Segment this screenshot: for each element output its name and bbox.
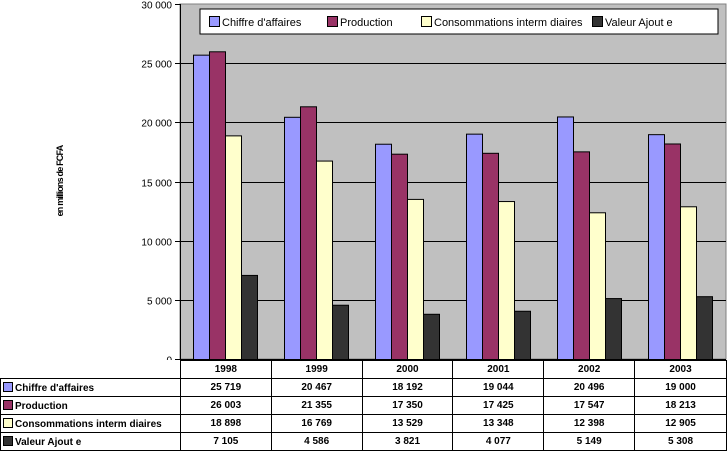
table-cell: 16 769 (270, 414, 363, 433)
y-tick-label: 10 000 (141, 238, 172, 249)
bar-1999-production (300, 106, 317, 360)
table-cell: 17 547 (543, 396, 636, 415)
table-cell: 19 000 (634, 378, 727, 397)
bar-2001-valeur-ajout-e (514, 310, 531, 360)
legend-key-swatch (3, 399, 13, 410)
table-row: Valeur Ajout e 7 105 4 586 3 821 4 077 5 149 5… (0, 432, 727, 451)
table-row-label: Chiffre d'affaires (0, 378, 181, 397)
table-cell: 5 149 (543, 432, 636, 451)
legend-label: Production (340, 17, 393, 29)
legend-key-swatch (3, 435, 13, 446)
y-tick-label: 15 000 (141, 179, 172, 190)
table-cell: 20 496 (543, 378, 636, 397)
data-table: 1998 1999 2000 2001 2002 2003 Chiffre d'affair… (0, 360, 727, 451)
table-cell: 21 355 (270, 396, 363, 415)
legend-key-swatch (3, 381, 13, 392)
bar-2001-production (482, 152, 499, 360)
table-row-label: Valeur Ajout e (0, 432, 181, 451)
bar-2003-valeur-ajout-e (696, 296, 713, 360)
series-name: Production (15, 400, 68, 412)
bar-1998-chiffre-d-affaires (193, 54, 210, 360)
bar-2001-consommations-interm-diaires (498, 201, 515, 360)
table-header-row: 1998 1999 2000 2001 2002 2003 (0, 360, 727, 379)
table-cell: 7 105 (179, 432, 272, 451)
table-cell: 18 213 (634, 396, 727, 415)
table-cell: 13 348 (452, 414, 545, 433)
table-corner (0, 360, 181, 379)
y-tick-label: 30 000 (141, 1, 172, 12)
legend-swatch (592, 16, 603, 27)
table-cell: 17 425 (452, 396, 545, 415)
table-row: Consommations interm diaires 18 898 16 769… (0, 414, 727, 433)
table-cell: 19 044 (452, 378, 545, 397)
bar-2000-consommations-interm-diaires (407, 198, 424, 360)
bar-2003-production (664, 143, 681, 360)
table-cell: 18 898 (179, 414, 272, 433)
table-row-label: Production (0, 396, 181, 415)
bar-2003-consommations-interm-diaires (680, 206, 697, 360)
bar-2002-chiffre-d-affaires (557, 116, 574, 360)
table-cell: 13 529 (361, 414, 454, 433)
bar-1999-chiffre-d-affaires (284, 116, 301, 360)
y-tick-label: 5 000 (147, 297, 172, 308)
table-cell: 12 905 (634, 414, 727, 433)
bar-2001-chiffre-d-affaires (466, 133, 483, 360)
bar-1998-production (209, 51, 226, 360)
y-tick-label: 25 000 (141, 60, 172, 71)
series-name: Valeur Ajout e (15, 436, 82, 448)
table-year-header: 2001 (452, 360, 545, 379)
bar-2003-chiffre-d-affaires (648, 134, 665, 360)
plot-area (179, 3, 727, 360)
bar-1999-valeur-ajout-e (332, 304, 349, 360)
table-cell: 4 586 (270, 432, 363, 451)
table-row: Production 26 003 21 355 17 350 17 425 17 547… (0, 396, 727, 415)
legend-label: Chiffre d'affaires (222, 17, 302, 29)
table-cell: 12 398 (543, 414, 636, 433)
bar-1998-valeur-ajout-e (241, 274, 258, 360)
legend-label: Valeur Ajout e (605, 17, 673, 29)
legend-swatch (327, 16, 338, 27)
table-cell: 5 308 (634, 432, 727, 451)
table-cell: 3 821 (361, 432, 454, 451)
table-cell: 4 077 (452, 432, 545, 451)
y-tick-label: 20 000 (141, 119, 172, 130)
table-cell: 17 350 (361, 396, 454, 415)
legend-box (199, 8, 719, 35)
table-row-label: Consommations interm diaires (0, 414, 181, 433)
table-year-header: 2000 (361, 360, 454, 379)
series-name: Consommations interm diaires (15, 418, 162, 430)
legend-swatch (209, 16, 220, 27)
bar-1998-consommations-interm-diaires (225, 135, 242, 360)
bar-chart: 0 5 000 10 000 15 000 20 000 25 000 30 000 en … (55, 1, 727, 361)
table-cell: 20 467 (270, 378, 363, 397)
table-cell: 25 719 (179, 378, 272, 397)
legend-key-swatch (3, 417, 13, 428)
legend-label: Consommations interm diaires (434, 17, 583, 29)
table-row: Chiffre d'affaires 25 719 20 467 18 192 19 0… (0, 378, 727, 397)
bar-2002-consommations-interm-diaires (589, 212, 606, 360)
bar-2002-valeur-ajout-e (605, 298, 622, 360)
series-name: Chiffre d'affaires (15, 382, 95, 394)
y-tick-label: 0 (166, 356, 172, 361)
legend: Chiffre d'affaires Production Consommation… (199, 8, 719, 35)
bar-2000-valeur-ajout-e (423, 313, 440, 360)
table-year-header: 2002 (543, 360, 636, 379)
bar-2000-production (391, 153, 408, 360)
bar-1999-consommations-interm-diaires (316, 160, 333, 360)
bar-2000-chiffre-d-affaires (375, 143, 392, 360)
table-year-header: 1999 (270, 360, 363, 379)
legend-swatch (421, 16, 432, 27)
y-axis-label: en millions de FCFA (55, 144, 65, 216)
table-year-header: 2003 (634, 360, 727, 379)
bar-2002-production (573, 151, 590, 360)
table-cell: 18 192 (361, 378, 454, 397)
table-year-header: 1998 (179, 360, 272, 379)
table-cell: 26 003 (179, 396, 272, 415)
